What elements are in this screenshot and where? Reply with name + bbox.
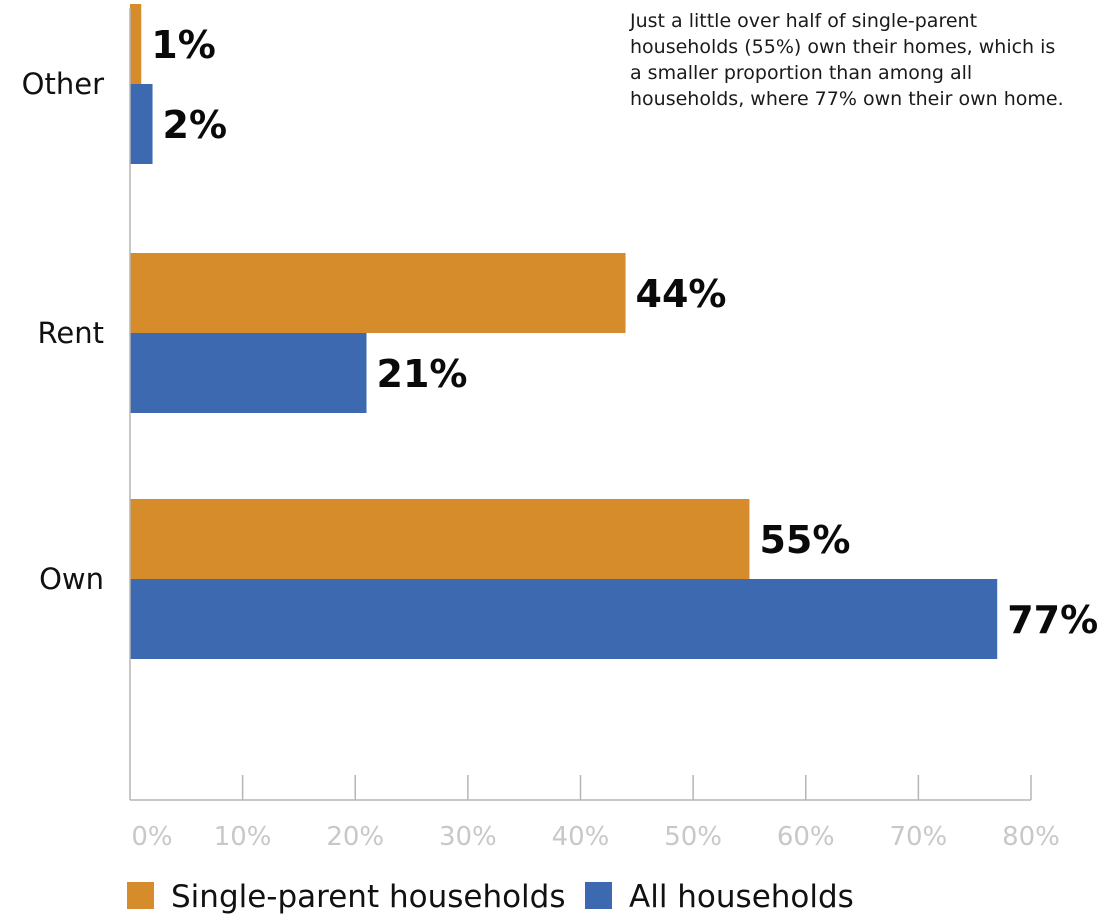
legend-swatch-all [585, 882, 612, 909]
x-tick-label: 70% [889, 822, 947, 852]
bar-other-all [130, 84, 153, 164]
bar-own-single-parent [130, 499, 750, 579]
legend-swatch-single-parent [127, 882, 154, 909]
legend-label-all: All households [629, 879, 854, 915]
value-label-own-all: 77% [1007, 598, 1098, 642]
category-label-rent: Rent [38, 316, 104, 350]
chart-annotation: Just a little over half of single-parent… [630, 10, 1064, 110]
x-tick-label: 20% [326, 822, 384, 852]
value-label-rent-single-parent: 44% [636, 272, 727, 316]
value-label-other-all: 2% [163, 103, 228, 147]
category-label-own: Own [39, 562, 104, 596]
x-tick-label: 10% [214, 822, 272, 852]
x-tick-label: 30% [439, 822, 497, 852]
value-label-own-single-parent: 55% [759, 518, 850, 562]
bar-rent-single-parent [130, 253, 626, 333]
x-tick-label: 50% [664, 822, 722, 852]
bar-own-all [130, 579, 998, 659]
x-tick-label: 40% [552, 822, 610, 852]
bar-other-single-parent [130, 4, 142, 84]
value-label-other-single-parent: 1% [151, 23, 216, 67]
x-tick-label: 60% [777, 822, 835, 852]
x-tick-label: 0% [131, 822, 172, 852]
bar-rent-all [130, 333, 367, 413]
x-tick-label: 80% [1002, 822, 1060, 852]
value-label-rent-all: 21% [377, 352, 468, 396]
legend-label-single-parent: Single-parent households [171, 879, 566, 915]
category-label-other: Other [22, 67, 104, 101]
